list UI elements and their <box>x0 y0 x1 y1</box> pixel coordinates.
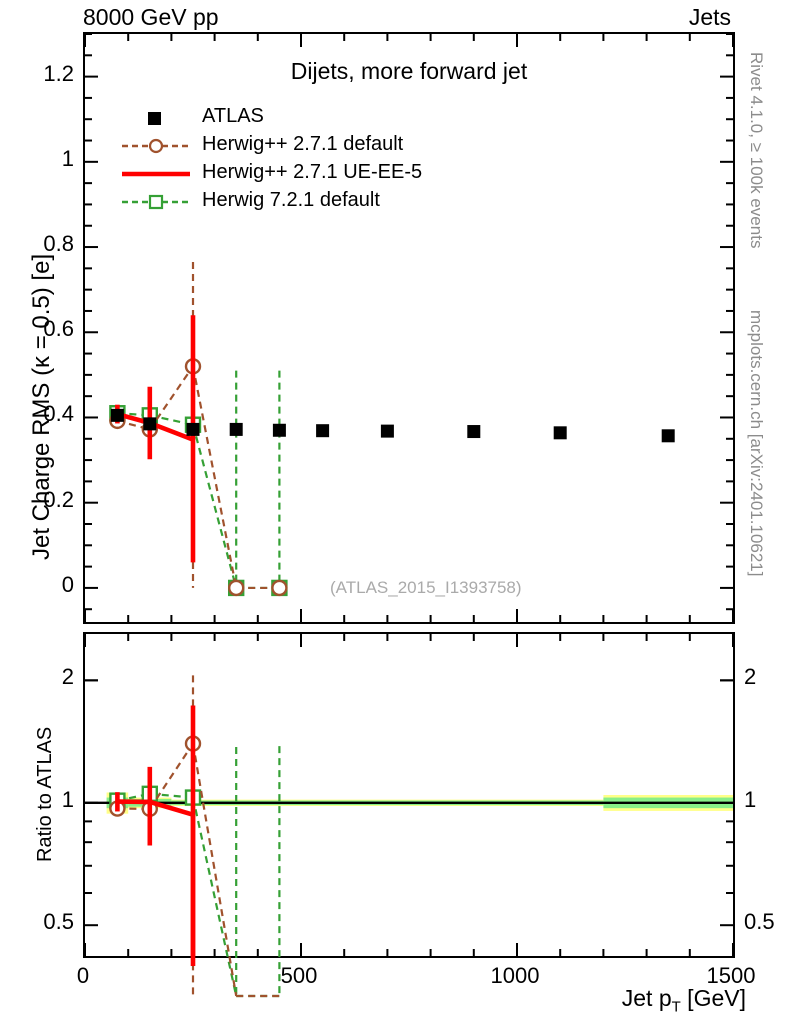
x-axis-title-main: Jet p <box>621 985 672 1011</box>
x-tick-label: 1000 <box>490 963 540 988</box>
ratio-y-tick-label: 2 <box>61 664 74 690</box>
main-plot-panel <box>83 32 735 624</box>
main-plot-svg <box>84 33 734 622</box>
x-axis-title-sub: T <box>671 998 681 1016</box>
x-tick-label: 0 <box>76 963 90 988</box>
dashed-open-square-icon <box>122 194 190 210</box>
mcplots-caption: mcplots.cern.ch [arXiv:2401.10621] <box>747 310 766 577</box>
ratio-y-tick-label-right: 0.5 <box>744 909 775 935</box>
legend-label: ATLAS <box>202 105 264 127</box>
ratio-y-tick-label-right: 2 <box>744 664 757 690</box>
x-axis-title-unit: [GeV] <box>680 985 746 1011</box>
rivet-caption: Rivet 4.1.0, ≥ 100k events <box>747 52 766 249</box>
dashed-open-circle-icon <box>122 138 190 154</box>
y-tick-label: 0.2 <box>43 486 74 512</box>
y-tick-label: 0.8 <box>43 231 74 257</box>
header-right-label: Jets <box>688 4 731 30</box>
y-tick-label: 0.6 <box>43 316 74 342</box>
ratio-plot-panel <box>83 632 735 998</box>
y-tick-label: 0 <box>61 571 74 597</box>
legend-label: Herwig 7.2.1 default <box>202 189 380 211</box>
legend-label: Herwig++ 2.7.1 UE-EE-5 <box>202 161 423 183</box>
header-left-label: 8000 GeV pp <box>83 4 219 30</box>
x-tick-label: 500 <box>280 963 318 988</box>
filled-square-marker-icon <box>148 112 161 125</box>
x-axis-title: Jet pT [GeV] <box>622 985 746 1016</box>
y-tick-label: 1 <box>61 145 74 171</box>
y-tick-label: 0.4 <box>43 401 74 427</box>
analysis-watermark: (ATLAS_2015_I1393758) <box>330 578 522 597</box>
legend-label: Herwig++ 2.7.1 default <box>202 133 404 155</box>
ratio-y-tick-label: 0.5 <box>43 909 74 935</box>
y-tick-label: 1.2 <box>43 60 74 86</box>
plot-title: Dijets, more forward jet <box>290 58 528 84</box>
ratio-y-tick-label: 1 <box>61 786 74 812</box>
ratio-plot-svg <box>84 634 734 998</box>
x-tick-label: 1500 <box>706 963 756 988</box>
ratio-y-tick-label-right: 1 <box>744 786 757 812</box>
solid-line-icon <box>122 171 190 177</box>
